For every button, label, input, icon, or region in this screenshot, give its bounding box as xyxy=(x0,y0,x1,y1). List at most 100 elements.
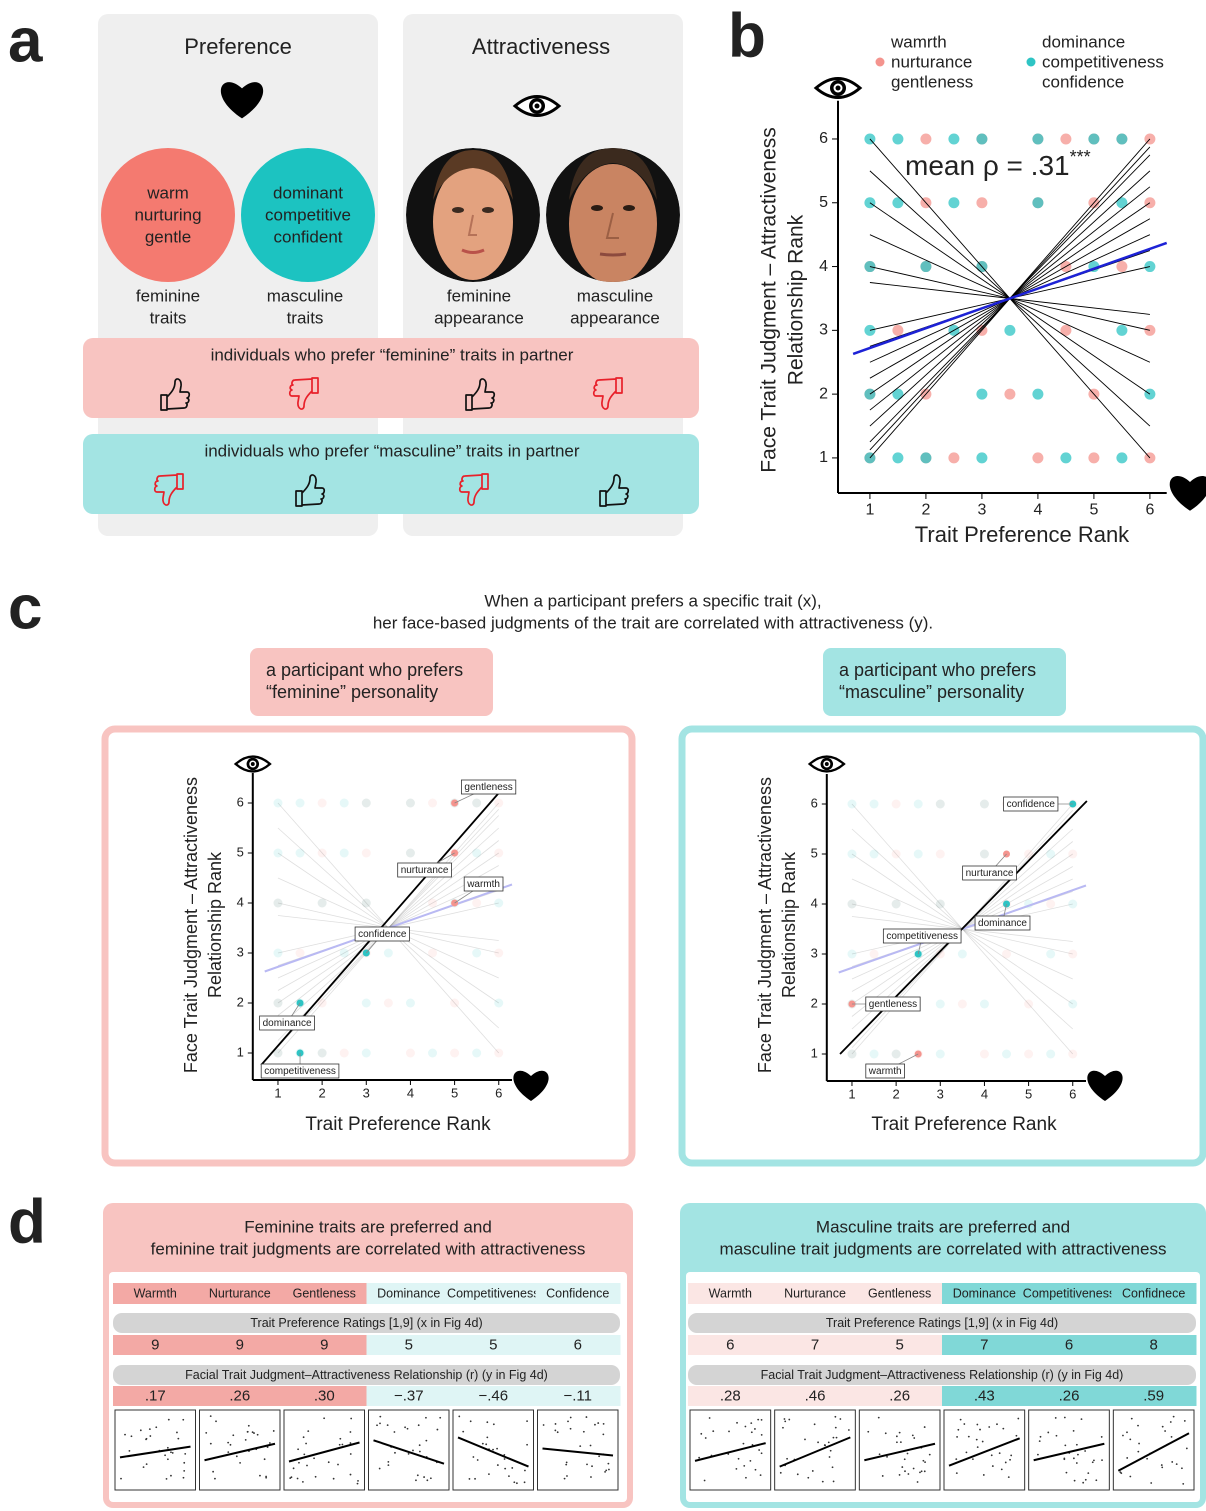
background-point xyxy=(936,1000,945,1009)
trait-header: Gentleness xyxy=(868,1286,931,1300)
mini-dot xyxy=(557,1431,559,1433)
background-point xyxy=(958,1000,967,1009)
mini-dot xyxy=(901,1466,903,1468)
table-title: masculine trait judgments are correlated… xyxy=(720,1239,1167,1258)
mini-dot xyxy=(824,1444,826,1446)
trait-word: warm xyxy=(146,183,189,202)
trait-header: Dominance xyxy=(377,1286,440,1300)
mini-dot xyxy=(929,1454,931,1456)
mini-dot xyxy=(1161,1464,1163,1466)
mini-dot xyxy=(1101,1459,1103,1461)
mini-dot xyxy=(425,1440,427,1442)
mini-dot xyxy=(508,1475,510,1477)
face-feminine xyxy=(406,148,540,282)
x-tick-label: 6 xyxy=(1145,501,1154,518)
mini-plot xyxy=(1113,1410,1194,1490)
mini-dot xyxy=(1173,1416,1175,1418)
background-point xyxy=(914,800,923,809)
data-point xyxy=(976,389,987,400)
plot: 123456123456mean ρ = .31***Trait Prefere… xyxy=(758,58,1206,547)
trait-header: Gentleness xyxy=(293,1286,356,1300)
caption-text: a participant who prefers xyxy=(839,660,1036,680)
data-point xyxy=(976,452,987,463)
x-value: 6 xyxy=(1065,1336,1073,1353)
background-point xyxy=(472,899,481,908)
mini-dot xyxy=(757,1419,759,1421)
mini-dot xyxy=(129,1450,131,1452)
x-value: 7 xyxy=(980,1336,988,1353)
y-value: .59 xyxy=(1143,1387,1164,1404)
trait-word: nurturing xyxy=(134,205,201,224)
mini-dot xyxy=(736,1422,738,1424)
background-point xyxy=(870,850,879,859)
mini-plot xyxy=(200,1410,281,1490)
mini-dot xyxy=(921,1470,923,1472)
x-tick-label: 5 xyxy=(1025,1087,1032,1102)
mini-dot xyxy=(492,1449,494,1451)
mini-dot xyxy=(485,1443,487,1445)
mini-dot xyxy=(387,1464,389,1466)
mini-dot xyxy=(210,1443,212,1445)
legend-label: gentleness xyxy=(891,72,973,91)
trait-header: Competitiveness xyxy=(447,1286,539,1300)
mini-dot xyxy=(166,1478,168,1480)
mini-dot xyxy=(511,1467,513,1469)
data-point xyxy=(1116,261,1127,272)
y-tick-label: 6 xyxy=(811,795,818,810)
trait-word: dominant xyxy=(273,183,343,202)
x-value: 7 xyxy=(811,1336,819,1353)
mini-dot xyxy=(182,1419,184,1421)
mini-dot xyxy=(598,1455,600,1457)
mini-dot xyxy=(264,1458,266,1460)
mini-dot xyxy=(1064,1445,1066,1447)
mini-dot xyxy=(709,1417,711,1419)
mini-dot xyxy=(341,1444,343,1446)
mini-dot xyxy=(227,1442,229,1444)
background-point xyxy=(340,799,349,808)
mini-dot xyxy=(712,1430,714,1432)
background-point xyxy=(406,1049,415,1058)
data-point xyxy=(1116,325,1127,336)
background-point xyxy=(362,1049,371,1058)
item-label: masculine xyxy=(577,286,654,305)
y-value: .26 xyxy=(1059,1387,1080,1404)
mini-dot xyxy=(297,1478,299,1480)
data-point xyxy=(976,133,987,144)
mini-dot xyxy=(259,1475,261,1477)
y-tick-label: 4 xyxy=(237,894,244,909)
mini-dot xyxy=(836,1437,838,1439)
background-point xyxy=(406,849,415,858)
mini-dot xyxy=(1077,1454,1079,1456)
mini-dot xyxy=(183,1470,185,1472)
page: abcdPreferenceAttractivenesswarmnurturin… xyxy=(0,0,1206,1511)
background-point xyxy=(362,849,371,858)
y-tick-label: 4 xyxy=(819,258,828,275)
mini-dot xyxy=(1001,1468,1003,1470)
mini-dot xyxy=(170,1451,172,1453)
background-point xyxy=(1002,1050,1011,1059)
mini-dot xyxy=(419,1444,421,1446)
mini-dot xyxy=(1137,1425,1139,1427)
mini-dot xyxy=(566,1462,568,1464)
mini-dot xyxy=(780,1472,782,1474)
data-point xyxy=(1088,452,1099,463)
x-tick-label: 1 xyxy=(848,1087,855,1102)
figure: abcdPreferenceAttractivenesswarmnurturin… xyxy=(0,0,1206,1511)
mini-dot xyxy=(976,1424,978,1426)
mini-dot xyxy=(830,1450,832,1452)
mini-dot xyxy=(1119,1471,1121,1473)
mini-dot xyxy=(1150,1482,1152,1484)
mini-dot xyxy=(968,1436,970,1438)
x-value: 9 xyxy=(151,1336,159,1353)
mini-dot xyxy=(570,1417,572,1419)
y-value: .26 xyxy=(229,1387,250,1404)
mini-plot xyxy=(1029,1410,1110,1490)
background-point xyxy=(892,800,901,809)
mini-dot xyxy=(1082,1482,1084,1484)
mini-dot xyxy=(1009,1459,1011,1461)
mini-dot xyxy=(919,1471,921,1473)
mini-dot xyxy=(807,1477,809,1479)
background-point xyxy=(980,850,989,859)
mini-dot xyxy=(728,1431,730,1433)
mini-dot xyxy=(357,1483,359,1485)
